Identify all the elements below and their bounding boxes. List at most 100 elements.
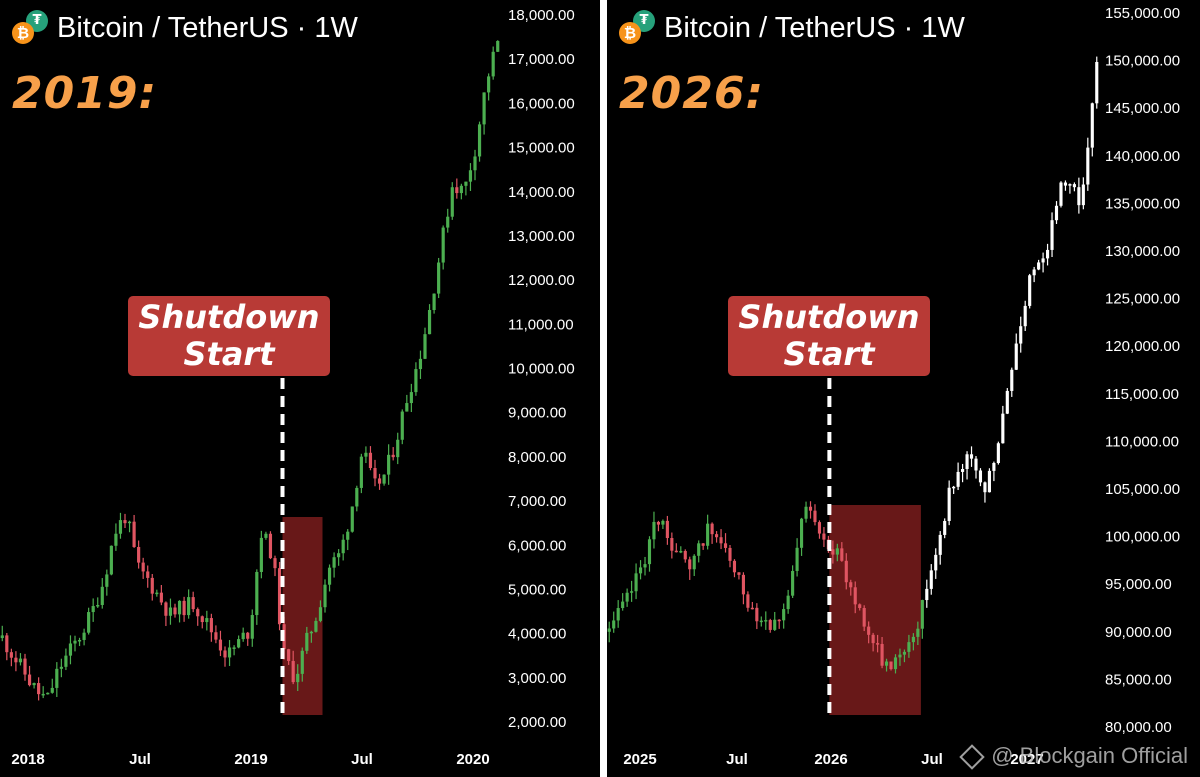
candle-body	[141, 562, 145, 572]
y-tick-label: 155,000.00	[1105, 5, 1180, 22]
candle-body	[205, 618, 209, 623]
left-candlestick-chart: 18,000.00 17,000.00 16,000.00 15,000.00 14,0…	[0, 7, 575, 768]
candle-body	[414, 369, 418, 393]
candle-body	[916, 628, 920, 637]
watermark: @ Blockgain Official	[959, 743, 1188, 770]
candle-body	[277, 568, 282, 625]
candle-body	[355, 487, 359, 507]
candle-body	[259, 537, 263, 572]
candle-body	[840, 548, 844, 561]
candle-body	[464, 181, 468, 186]
right-candlestick-chart: 155,000.00 150,000.00 145,000.00 140,000.00…	[607, 5, 1180, 768]
candle-body	[688, 559, 692, 570]
candle-body	[710, 523, 714, 535]
candle-body	[273, 558, 277, 569]
shutdown-highlight-region	[282, 517, 323, 715]
candle-body	[73, 640, 77, 644]
candle-body	[0, 635, 4, 639]
candle-body	[782, 609, 786, 621]
candle-body	[241, 632, 245, 640]
candle-body	[786, 595, 790, 610]
candle-body	[831, 549, 835, 555]
candle-body	[706, 523, 710, 546]
candle-body	[607, 628, 611, 632]
candle-body	[965, 454, 969, 470]
candle-body	[327, 567, 332, 585]
candle-body	[227, 647, 232, 658]
candle-body	[835, 548, 839, 555]
candle-body	[996, 443, 1000, 463]
candle-body	[387, 454, 391, 475]
candle-body	[920, 600, 924, 629]
candle-body	[871, 634, 875, 644]
candle-body	[634, 573, 638, 592]
candle-body	[373, 468, 377, 479]
candle-body	[377, 478, 382, 484]
candle-body	[715, 534, 719, 538]
y-tick-label: 120,000.00	[1105, 338, 1180, 355]
x-tick-label: 2027	[1010, 751, 1043, 768]
candle-body	[309, 631, 313, 634]
y-tick-label: 7,000.00	[508, 493, 566, 510]
candle-body	[9, 652, 13, 658]
candle-body	[969, 454, 974, 459]
y-tick-label: 2,000.00	[508, 714, 566, 731]
candle-body	[50, 687, 54, 693]
candle-body	[246, 632, 250, 639]
y-tick-label: 95,000.00	[1105, 576, 1172, 593]
candle-body	[956, 471, 960, 487]
candle-body	[32, 683, 36, 686]
candle-body	[1023, 305, 1027, 327]
candle-body	[150, 577, 154, 594]
candle-body	[109, 545, 113, 575]
candle-body	[418, 358, 423, 370]
candle-body	[441, 227, 445, 263]
y-tick-label: 13,000.00	[508, 228, 575, 245]
candle-body	[477, 124, 482, 157]
candle-body	[661, 520, 665, 525]
candle-body	[364, 452, 368, 457]
candle-body	[652, 521, 656, 540]
candle-body	[14, 657, 18, 663]
y-tick-label: 11,000.00	[508, 316, 574, 333]
y-tick-label: 115,000.00	[1105, 386, 1179, 403]
candle-body	[1054, 205, 1059, 221]
y-tick-label: 17,000.00	[508, 51, 575, 68]
candle-body	[473, 156, 477, 171]
candle-body	[46, 692, 50, 695]
candle-body	[732, 560, 737, 573]
candle-body	[191, 597, 195, 610]
coin-pair-icons: ₮ ₿	[12, 10, 52, 46]
candle-body	[638, 567, 643, 574]
candle-body	[255, 571, 259, 616]
candle-body	[164, 602, 168, 616]
candle-body	[459, 185, 463, 194]
candle-body	[91, 606, 95, 613]
candle-body	[82, 632, 86, 640]
candle-body	[1001, 413, 1005, 444]
candle-body	[323, 584, 327, 608]
candle-body	[105, 574, 109, 587]
candle-body	[822, 533, 826, 540]
candle-body	[41, 693, 45, 696]
binance-logo-icon	[959, 744, 985, 770]
candle-body	[911, 636, 915, 643]
candle-body	[773, 619, 777, 630]
candle-body	[305, 632, 309, 651]
candle-body	[889, 661, 893, 670]
bitcoin-icon: ₿	[619, 22, 641, 44]
callout-line2: Start	[183, 335, 275, 373]
candle-body	[647, 539, 652, 565]
candle-body	[795, 547, 799, 571]
candle-body	[296, 673, 300, 683]
y-tick-label: 125,000.00	[1105, 291, 1180, 308]
candle-body	[643, 564, 647, 568]
candle-body	[697, 543, 701, 556]
candle-body	[77, 639, 82, 642]
y-tick-label: 140,000.00	[1105, 148, 1180, 165]
candle-body	[332, 557, 336, 568]
candle-body	[813, 510, 817, 523]
candle-body	[1095, 62, 1099, 104]
y-tick-label: 80,000.00	[1105, 719, 1172, 736]
candle-body	[432, 293, 436, 311]
